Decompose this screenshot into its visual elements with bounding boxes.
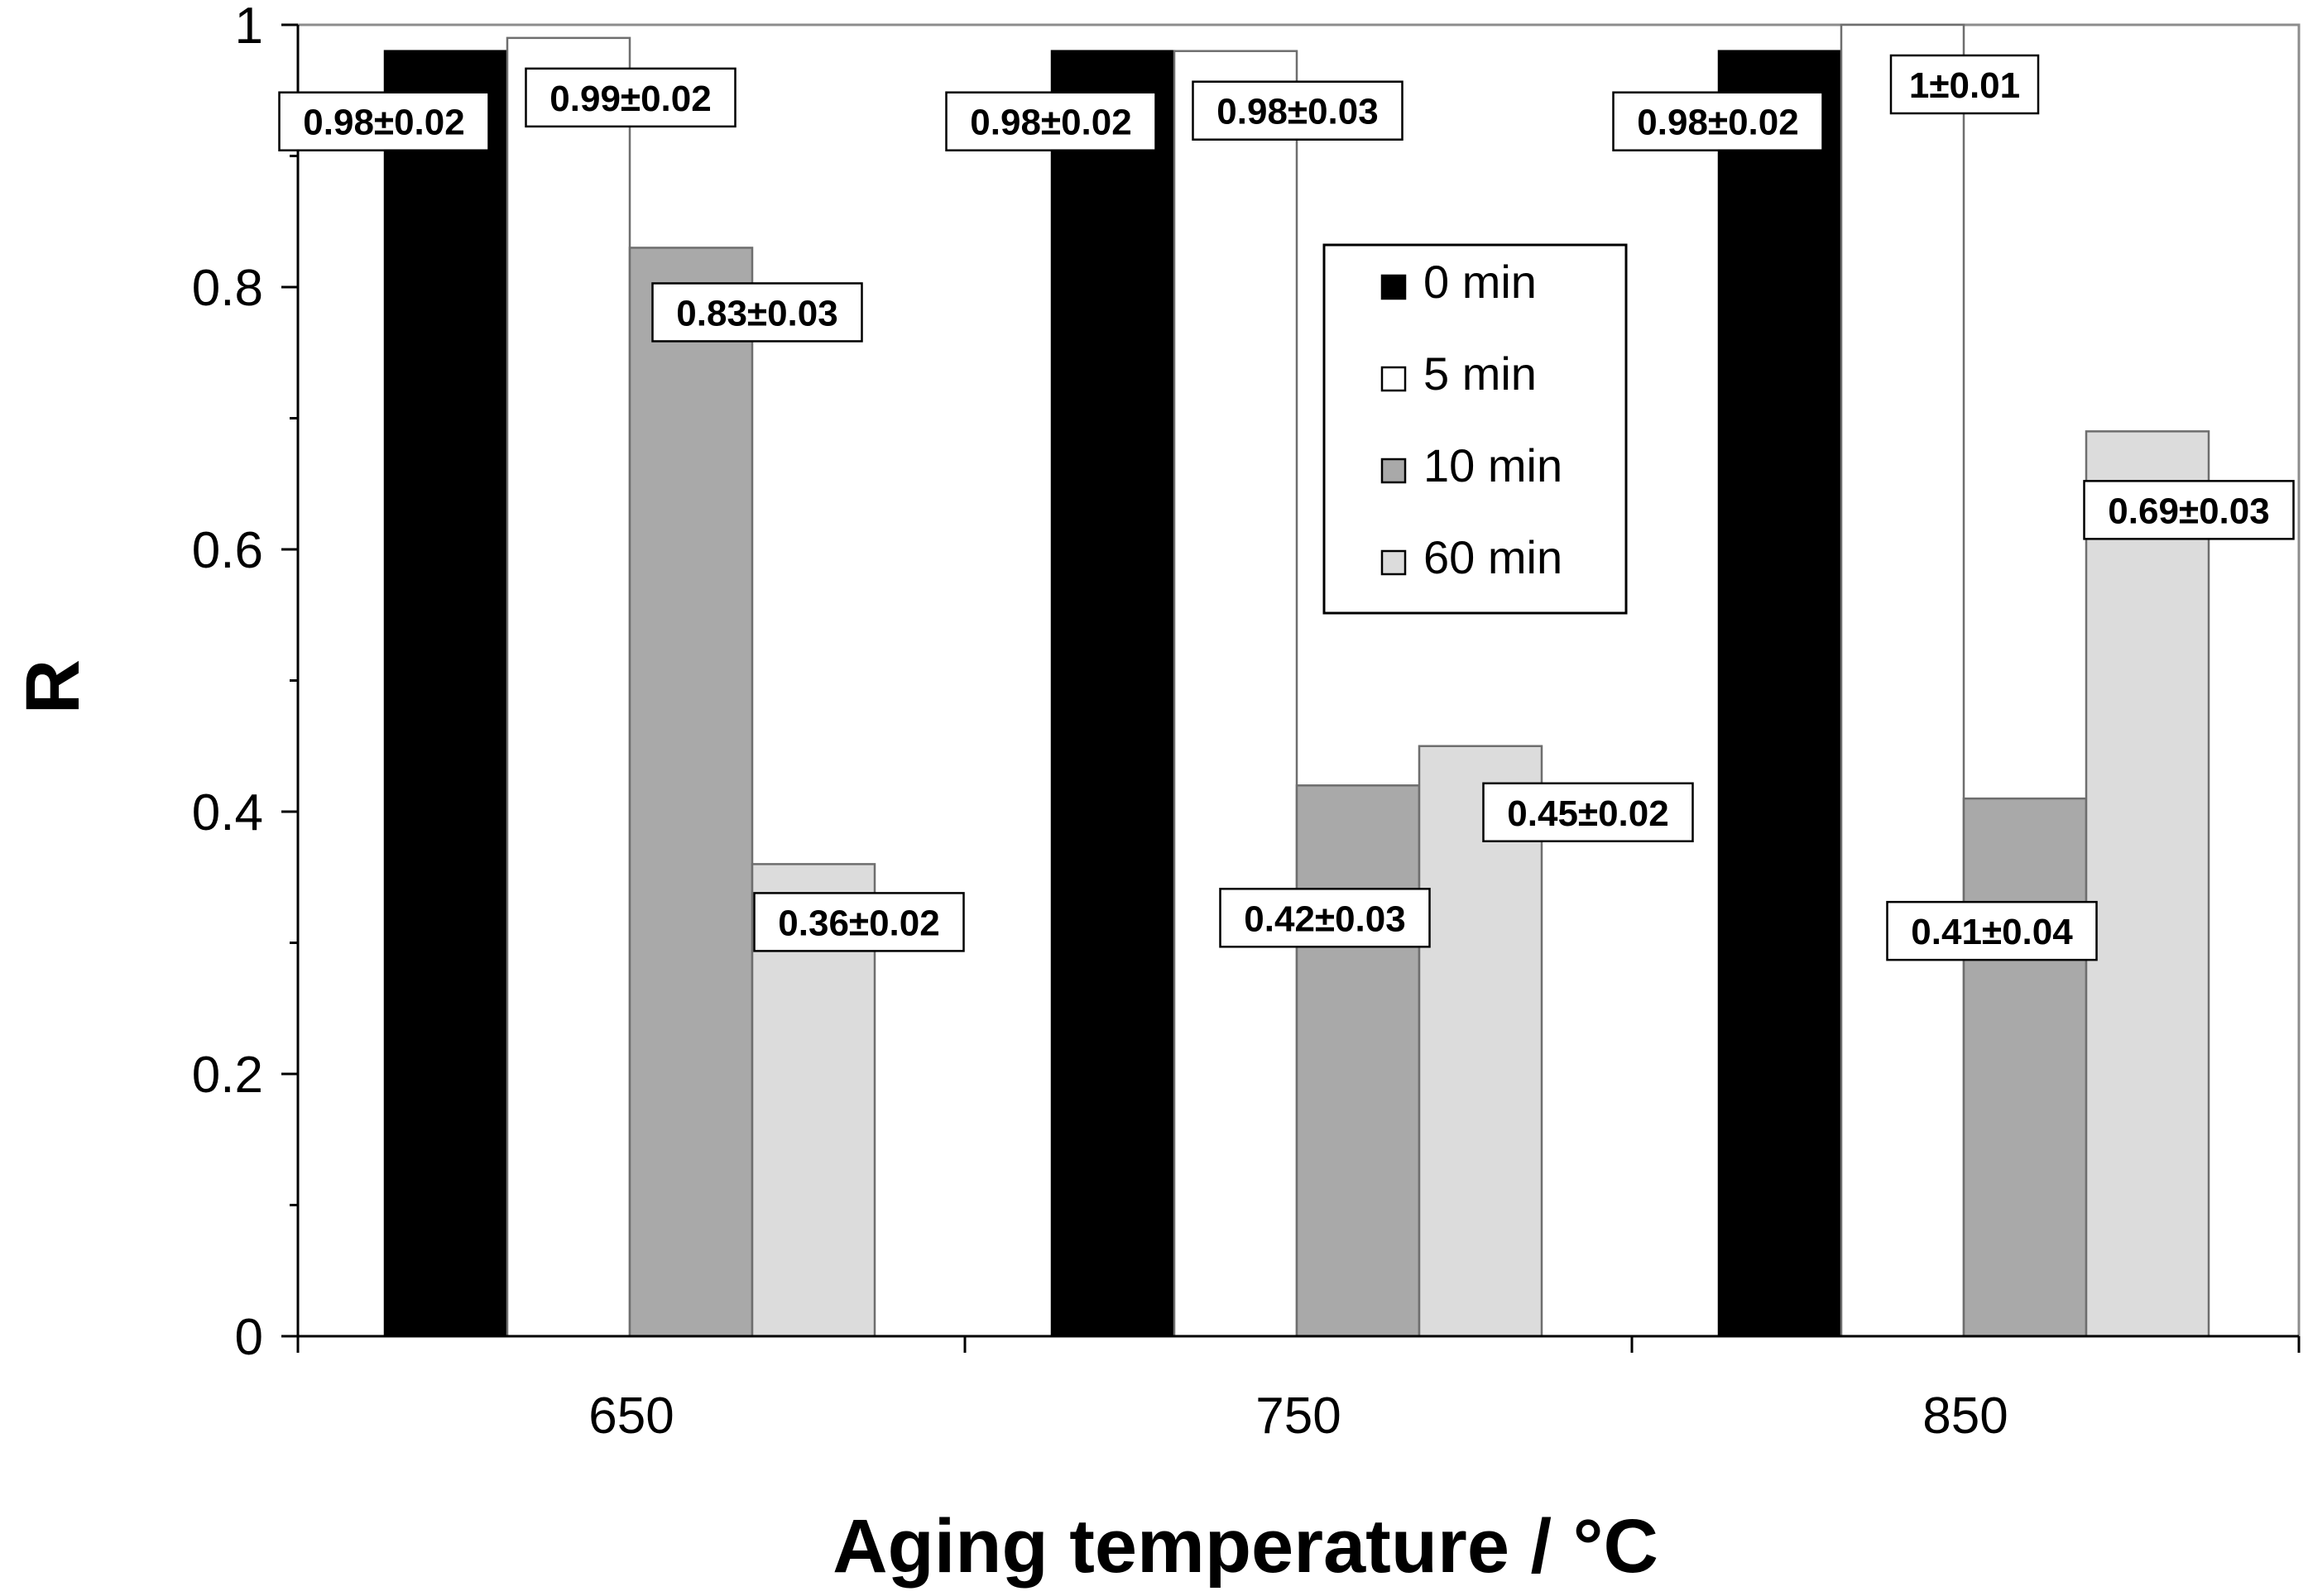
data-label-60-min-650: 0.36±0.02	[778, 903, 939, 943]
bar-5-min-650	[506, 36, 631, 1338]
data-label-box	[1886, 900, 2098, 961]
data-label-box	[2083, 480, 2295, 540]
data-label-5-min-850: 1±0.01	[1909, 65, 2020, 106]
data-label-box	[945, 91, 1157, 151]
bar-5-min-750	[1173, 50, 1298, 1338]
legend: 0 min 5 min 10 min 60 min	[1322, 243, 1628, 615]
x-tick-label-850: 850	[1922, 1388, 2008, 1445]
y-tick-label: 0.6	[192, 522, 263, 579]
data-label-0-min-750: 0.98±0.02	[970, 103, 1131, 143]
legend-label-5-min: 5 min	[1423, 347, 1537, 400]
y-axis-title: R	[11, 659, 95, 714]
y-tick-label: 0.8	[192, 260, 263, 317]
data-label-10-min-650: 0.83±0.03	[676, 293, 837, 333]
data-label-10-min-850: 0.41±0.04	[1911, 912, 2073, 952]
legend-swatch-60-min	[1380, 549, 1407, 576]
bar-10-min-850	[1962, 797, 2088, 1338]
bar-0-min-750	[1050, 50, 1176, 1338]
axes-group: 0 0.2 0.4 0.6 0.8 1 650 750 850	[192, 0, 2301, 1445]
bar-60-min-850	[2085, 430, 2210, 1338]
y-tick-label: 1	[235, 0, 263, 55]
data-label-60-min-750: 0.45±0.02	[1507, 793, 1668, 834]
legend-box	[1322, 243, 1628, 615]
y-tick-label: 0	[235, 1309, 263, 1366]
data-label-0-min-650: 0.98±0.02	[303, 103, 464, 143]
data-label-5-min-650: 0.99±0.02	[549, 79, 711, 119]
data-label-box	[1889, 54, 2040, 115]
data-label-box	[1192, 80, 1404, 141]
bar-10-min-750	[1295, 784, 1421, 1338]
data-label-0-min-850: 0.98±0.02	[1637, 103, 1798, 143]
legend-swatch-10-min	[1380, 458, 1407, 484]
data-labels-group: 0.98±0.02 0.98±0.02 0.98±0.02 0.99±0.02 0.98…	[278, 54, 2295, 961]
x-axis-title: Aging temperature / °C	[833, 1504, 1658, 1589]
bar-10-min-650	[628, 247, 754, 1338]
bar-0-min-650	[383, 50, 509, 1338]
legend-label-10-min: 10 min	[1423, 439, 1562, 491]
legend-swatch-0-min	[1380, 274, 1407, 300]
data-label-10-min-750: 0.42±0.03	[1244, 899, 1405, 939]
bar-60-min-750	[1418, 745, 1543, 1338]
x-tick-label-750: 750	[1255, 1388, 1341, 1445]
bar-0-min-850	[1717, 50, 1843, 1338]
data-label-box	[525, 67, 737, 128]
data-label-5-min-750: 0.98±0.03	[1216, 92, 1378, 132]
data-label-box	[651, 282, 863, 343]
data-label-60-min-850: 0.69±0.03	[2108, 491, 2269, 531]
y-tick-label: 0.2	[192, 1047, 263, 1104]
legend-label-60-min: 60 min	[1423, 531, 1562, 583]
legend-swatch-5-min	[1380, 366, 1407, 392]
x-tick-label-650: 650	[588, 1388, 674, 1445]
data-label-box	[753, 892, 965, 952]
bar-5-min-850	[1840, 23, 1965, 1338]
legend-label-0-min: 0 min	[1423, 256, 1537, 308]
y-tick-label: 0.4	[192, 784, 263, 841]
bars-group	[383, 23, 2210, 1338]
data-label-box	[1612, 91, 1824, 151]
data-label-box	[1482, 782, 1694, 842]
data-label-box	[278, 91, 490, 151]
data-label-box	[1219, 888, 1431, 948]
